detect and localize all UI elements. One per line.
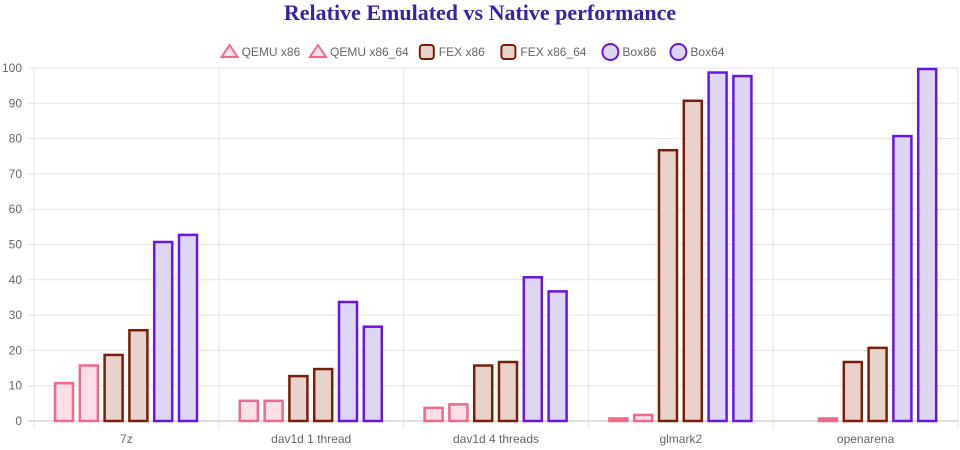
legend-label: FEX x86 xyxy=(439,45,485,59)
rounded-square-icon xyxy=(418,44,435,60)
bar-qemu-x86-dav1d-1-thread xyxy=(238,399,260,423)
x-tick-label: glmark2 xyxy=(659,432,702,446)
axis-layer: 0 10 20 30 40 50 60 70 80 90 100 7z dav1d 1 thread da… xyxy=(2,61,895,446)
chart-title: Relative Emulated vs Native performance xyxy=(283,0,677,25)
bar-fex-x86-7z xyxy=(103,353,124,423)
legend-item-box86[interactable]: Box86 xyxy=(601,43,657,61)
bar-qemu-x86-64-glmark2 xyxy=(632,413,654,423)
bar-box64-7z xyxy=(177,233,199,423)
bar-fex-x86-64-openarena xyxy=(867,346,888,423)
bar-box86-openarena xyxy=(892,134,913,423)
bar-qemu-x86-7z xyxy=(53,381,75,423)
bar-box86-dav1d-4-threads xyxy=(522,276,544,423)
x-tick-label: dav1d 1 thread xyxy=(271,432,351,446)
legend-item-qemu-x86-64[interactable]: QEMU x86_64 xyxy=(308,43,409,59)
y-tick-label: 30 xyxy=(9,308,23,322)
x-tick-label: openarena xyxy=(837,432,895,446)
legend-label: Box86 xyxy=(622,45,656,59)
bar-box64-glmark2 xyxy=(732,74,753,423)
y-tick-label: 90 xyxy=(9,96,23,110)
bars-layer xyxy=(53,67,938,423)
bar-qemu-x86-dav1d-4-threads xyxy=(423,406,444,423)
bar-box86-glmark2 xyxy=(707,71,728,423)
y-tick-label: 100 xyxy=(2,61,22,75)
legend-label: QEMU x86 xyxy=(242,45,301,59)
bar-qemu-x86-64-dav1d-4-threads xyxy=(448,403,469,423)
bar-qemu-x86-64-7z xyxy=(78,364,100,423)
bar-box86-dav1d-1-thread xyxy=(337,300,359,423)
bar-fex-x86-64-dav1d-4-threads xyxy=(497,360,519,423)
bar-box64-dav1d-4-threads xyxy=(547,290,568,423)
bar-fex-x86-64-dav1d-1-thread xyxy=(312,367,334,423)
circle-icon xyxy=(669,43,688,61)
bar-box64-dav1d-1-thread xyxy=(362,325,384,423)
legend-item-fex-x86-64[interactable]: FEX x86_64 xyxy=(500,44,587,60)
circle-icon xyxy=(601,43,620,61)
bar-fex-x86-glmark2 xyxy=(657,148,679,423)
legend-label: Box64 xyxy=(690,45,724,59)
bar-box86-7z xyxy=(152,240,174,423)
triangle-icon xyxy=(219,43,240,58)
rounded-square-icon xyxy=(500,44,517,60)
x-tick-label: dav1d 4 threads xyxy=(453,432,539,446)
legend-item-qemu-x86[interactable]: QEMU x86 xyxy=(219,43,301,59)
legend-label: FEX x86_64 xyxy=(520,45,586,59)
bar-fex-x86-dav1d-4-threads xyxy=(472,364,494,423)
y-tick-label: 80 xyxy=(9,132,23,146)
bar-qemu-x86-64-openarena xyxy=(817,417,839,423)
bar-fex-x86-openarena xyxy=(842,360,864,423)
bar-box64-openarena xyxy=(916,67,938,423)
legend-item-fex-x86[interactable]: FEX x86 xyxy=(418,44,485,60)
y-tick-label: 10 xyxy=(9,379,23,393)
y-tick-label: 70 xyxy=(9,167,23,181)
bar-qemu-x86-glmark2 xyxy=(608,417,629,423)
bar-fex-x86-64-glmark2 xyxy=(682,99,704,423)
bar-qemu-x86-64-dav1d-1-thread xyxy=(263,399,284,423)
y-tick-label: 20 xyxy=(9,343,23,357)
legend-item-box64[interactable]: Box64 xyxy=(669,43,725,61)
y-tick-label: 40 xyxy=(9,273,23,287)
bar-fex-x86-dav1d-1-thread xyxy=(288,374,309,423)
bar-fex-x86-64-7z xyxy=(128,328,149,423)
legend[interactable]: QEMU x86 QEMU x86_64 FEX x86 FEX x86_64 Box8… xyxy=(219,43,725,61)
x-tick-label: 7z xyxy=(120,432,133,446)
triangle-icon xyxy=(308,43,328,58)
y-tick-label: 0 xyxy=(15,414,22,428)
y-tick-label: 60 xyxy=(9,202,23,216)
y-tick-label: 50 xyxy=(9,238,23,252)
legend-label: QEMU x86_64 xyxy=(330,45,409,59)
